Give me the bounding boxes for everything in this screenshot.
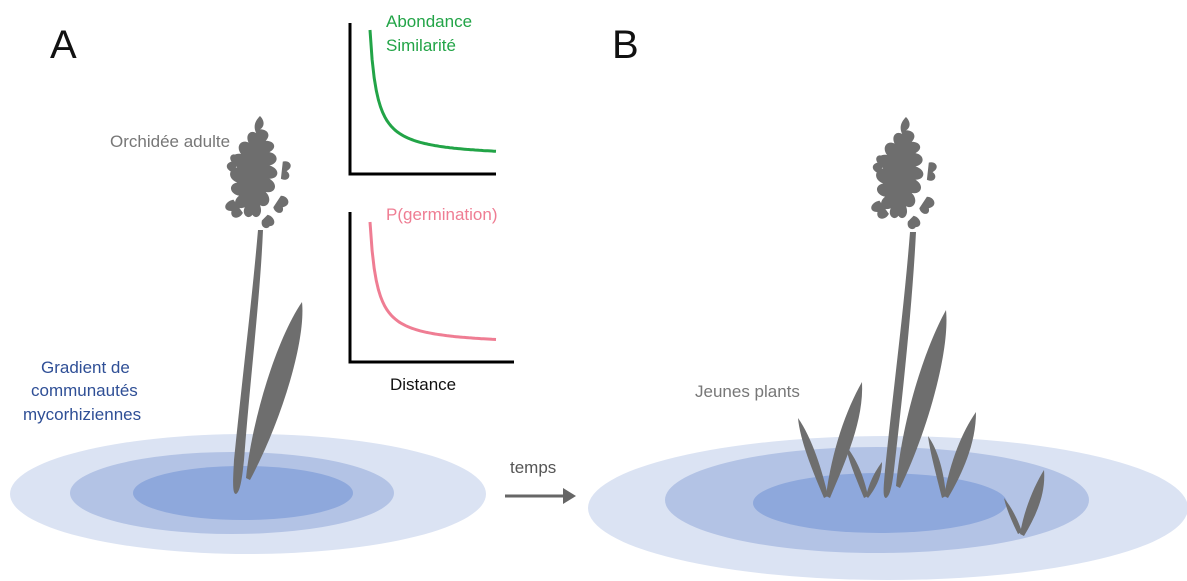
time-arrow [505,488,576,504]
series-line-abondance-similarite [368,29,497,153]
series-line-p-germination [368,221,497,341]
chart1-axes [348,23,496,176]
gradient-ring-inner-b [753,473,1007,533]
series-label-similarite: Similarité [386,36,456,55]
chart-abundance-similarity: Abondance Similarité [348,12,497,176]
panel-a-label: A [50,23,77,67]
series-label-abondance: Abondance [386,12,472,31]
gradient-label-line1: Gradient de [41,358,130,377]
adult-orchid-silhouette [225,116,303,494]
seedlings-label: Jeunes plants [695,382,800,401]
mycorrhizal-gradient-a [10,434,486,554]
seedlings [798,382,1045,536]
chart-germination: P(germination) Distance [348,205,514,394]
gradient-label-line3: mycorhiziennes [23,405,141,424]
adult-orchid-label: Orchidée adulte [110,132,230,151]
chart2-axes [348,212,514,364]
time-label: temps [510,458,556,477]
gradient-ring-inner [133,466,353,520]
adult-orchid-silhouette-b [871,117,947,498]
series-label-p-germination: P(germination) [386,205,498,224]
panel-b-label: B [612,23,639,67]
gradient-label-line2: communautés [31,381,138,400]
x-axis-label-distance: Distance [390,375,456,394]
